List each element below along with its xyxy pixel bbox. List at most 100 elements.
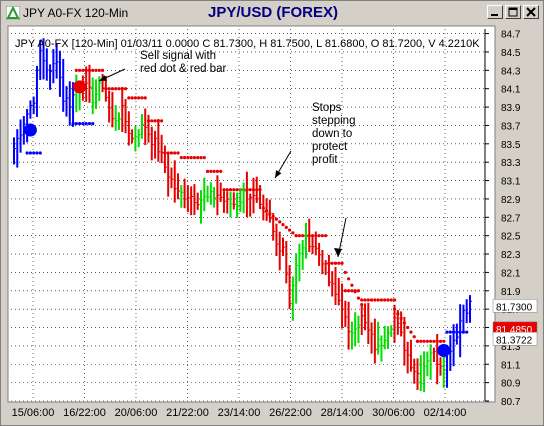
stop-dot: [347, 277, 351, 281]
x-tick-label: 20/06:00: [115, 407, 158, 419]
stop-dot: [356, 296, 361, 300]
stop-dot: [222, 188, 226, 192]
y-tick-label: 81.9: [501, 287, 521, 298]
annotation-text: protect: [312, 141, 348, 153]
stop-dot: [179, 155, 183, 160]
y-tick-label: 84.3: [501, 66, 521, 77]
annotation-arrowhead: [99, 75, 107, 81]
stop-dot: [422, 339, 426, 343]
title-bar: JPY A0-FX 120-Min JPY/USD (FOREX): [3, 3, 541, 24]
stop-dot: [107, 87, 111, 91]
stop-dot: [350, 283, 354, 287]
stop-dot: [412, 335, 416, 339]
stop-dot: [228, 188, 233, 192]
stop-dot: [363, 298, 367, 302]
stop-dot: [337, 261, 341, 265]
stop-dot: [25, 151, 29, 155]
stop-dot: [127, 96, 131, 100]
y-tick-label: 81.1: [501, 360, 521, 371]
stop-dot: [324, 234, 328, 238]
buy-signal-dot: [23, 123, 37, 137]
y-tick-label: 83.5: [501, 140, 521, 151]
stop-dot: [117, 87, 121, 91]
stop-dot: [74, 68, 78, 72]
stop-dot: [35, 151, 39, 155]
stop-dot: [465, 330, 469, 334]
price-label: 81.7300: [496, 302, 533, 313]
stop-dot: [78, 68, 82, 72]
stop-dot: [297, 234, 302, 238]
stop-dot: [212, 169, 216, 173]
annotation-text: stepping: [312, 115, 355, 127]
stop-dot: [186, 155, 190, 160]
annotation-text: down to: [312, 128, 352, 140]
chart-header: JPY A0-FX [120-Min] 01/03/11 0.0000 C 81…: [15, 38, 480, 50]
stop-dot: [429, 339, 433, 343]
stop-dot: [81, 68, 85, 72]
maximize-button[interactable]: [505, 5, 521, 19]
y-tick-label: 82.3: [501, 250, 521, 261]
stop-dot: [176, 151, 180, 155]
app-title: JPY A0-FX 120-Min: [23, 6, 129, 20]
minimize-button[interactable]: [487, 5, 503, 19]
price-label: 81.4850: [496, 325, 533, 336]
price-label: 81.3722: [496, 335, 533, 346]
stop-dot: [160, 119, 164, 123]
stop-dot: [376, 298, 380, 302]
stop-dot: [205, 169, 210, 173]
stop-dot: [94, 68, 98, 72]
close-button[interactable]: [523, 5, 539, 19]
x-tick-label: 15/06:00: [12, 407, 55, 419]
stop-dot: [294, 234, 298, 238]
stop-dot: [150, 119, 154, 123]
chart-app-icon: [5, 5, 21, 21]
y-tick-label: 82.7: [501, 213, 521, 224]
stop-dot: [373, 298, 377, 302]
stop-dot: [153, 119, 157, 123]
y-tick-label: 84.1: [501, 85, 521, 96]
chart-area: 84.7 84.5 84.3 84.1 83.9 83.7 83.5 83.3 83.1 82.9…: [7, 25, 539, 421]
stop-dot: [248, 188, 252, 192]
stop-dot: [320, 234, 324, 238]
price-label-box: [492, 332, 538, 346]
stop-dot: [415, 339, 420, 343]
stop-dot: [173, 151, 177, 155]
stop-dot: [97, 68, 101, 72]
stop-dot: [91, 122, 95, 126]
stop-dot: [392, 298, 397, 302]
stop-dot: [419, 339, 423, 343]
stop-dot: [74, 122, 78, 126]
minimize-icon: [491, 14, 498, 16]
stop-dot: [278, 220, 282, 224]
stop-dot: [87, 122, 92, 126]
annotation-arrowhead: [334, 248, 342, 257]
stop-dot: [84, 122, 88, 126]
stop-dot: [356, 289, 361, 293]
stop-dot: [333, 261, 338, 265]
stop-dot: [100, 68, 105, 72]
price-chart: 84.7 84.5 84.3 84.1 83.9 83.7 83.5 83.3 83.1 82.9…: [7, 25, 539, 421]
stop-dot: [406, 325, 410, 330]
stop-dot: [386, 298, 390, 302]
stop-dot: [409, 330, 413, 334]
stop-dot: [143, 96, 147, 100]
stop-dot: [291, 231, 295, 235]
stop-dot: [343, 270, 347, 275]
y-tick-label: 82.1: [501, 268, 521, 279]
y-tick-label: 81.3: [501, 342, 521, 353]
y-tick-label: 83.7: [501, 121, 521, 132]
x-tick-label: 28/14:00: [321, 407, 364, 419]
annotation-text: Stops: [312, 102, 342, 114]
stop-dot: [91, 68, 95, 72]
stop-dot: [379, 298, 384, 302]
stop-dot: [130, 96, 134, 100]
annotation-text: profit: [312, 154, 338, 166]
stop-dot: [317, 234, 321, 238]
stop-dot: [301, 234, 305, 238]
stop-dot: [284, 225, 288, 229]
stop-dot: [360, 298, 364, 302]
stop-dot: [287, 228, 292, 232]
stop-dot: [330, 261, 334, 265]
x-tick-label: 23/14:00: [218, 407, 261, 419]
stop-dot: [219, 169, 223, 173]
